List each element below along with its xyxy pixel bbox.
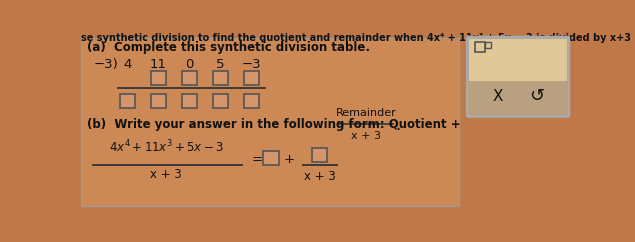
- Bar: [81, 38, 459, 206]
- Bar: [474, 42, 485, 52]
- Text: 5: 5: [216, 58, 225, 71]
- Text: (a)  Complete this synthetic division table.: (a) Complete this synthetic division tab…: [87, 41, 370, 54]
- Text: +: +: [283, 153, 294, 166]
- Bar: [119, 94, 135, 108]
- Text: 0: 0: [185, 58, 194, 71]
- Text: x + 3: x + 3: [150, 168, 182, 182]
- Text: −3: −3: [241, 58, 261, 71]
- Text: .: .: [395, 115, 400, 134]
- Bar: [486, 42, 491, 47]
- Bar: [150, 94, 166, 108]
- Text: 11: 11: [150, 58, 167, 71]
- Bar: [150, 71, 166, 85]
- Bar: [182, 71, 197, 85]
- Bar: [213, 94, 228, 108]
- Text: −3): −3): [93, 58, 118, 71]
- Bar: [312, 148, 328, 162]
- Bar: [213, 71, 228, 85]
- Text: x + 3: x + 3: [351, 131, 381, 141]
- Bar: [263, 151, 279, 165]
- Bar: [244, 94, 259, 108]
- Text: X: X: [493, 89, 503, 104]
- Text: $4x^4 + 11x^3 + 5x - 3$: $4x^4 + 11x^3 + 5x - 3$: [109, 139, 224, 155]
- Bar: [182, 94, 197, 108]
- Text: =: =: [251, 153, 262, 166]
- Bar: [244, 71, 259, 85]
- Bar: [469, 38, 568, 115]
- Text: ↺: ↺: [529, 87, 544, 105]
- Text: se synthetic division to find the quotient and remainder when 4x⁴ + 11x³ + 5x − : se synthetic division to find the quotie…: [81, 33, 635, 43]
- Text: 4: 4: [123, 58, 131, 71]
- Text: x + 3: x + 3: [304, 170, 335, 183]
- Text: (b)  Write your answer in the following form: Quotient +: (b) Write your answer in the following f…: [87, 118, 461, 131]
- Bar: [469, 81, 568, 115]
- Text: Remainder: Remainder: [336, 108, 396, 118]
